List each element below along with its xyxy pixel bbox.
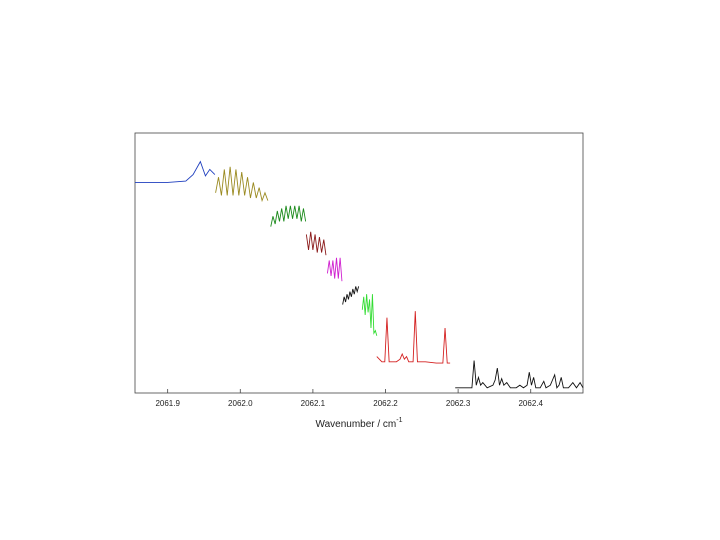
spectrum-line <box>455 360 584 389</box>
spectrum-line <box>361 294 378 336</box>
spectrum-line <box>270 205 307 227</box>
spectrum-line <box>376 311 451 364</box>
plot-frame <box>134 132 584 394</box>
x-tick-label: 2062.1 <box>301 399 326 408</box>
spectrum-line <box>305 231 327 256</box>
x-axis-label-main: Wavenumber / cm <box>316 419 397 430</box>
x-tick-label: 2062.4 <box>518 399 543 408</box>
x-tick-label: 2062.2 <box>373 399 398 408</box>
spectrum-line <box>326 257 343 282</box>
x-axis-label-superscript: -1 <box>396 417 402 424</box>
spectrum-line <box>215 166 269 203</box>
x-tick-label: 2062.0 <box>228 399 253 408</box>
spectrum-line <box>135 160 216 183</box>
x-tick-label: 2062.3 <box>446 399 471 408</box>
spectrum-line <box>342 286 360 305</box>
x-tick-label: 2061.9 <box>155 399 180 408</box>
x-axis-label: Wavenumber / cm-1 <box>316 417 403 430</box>
